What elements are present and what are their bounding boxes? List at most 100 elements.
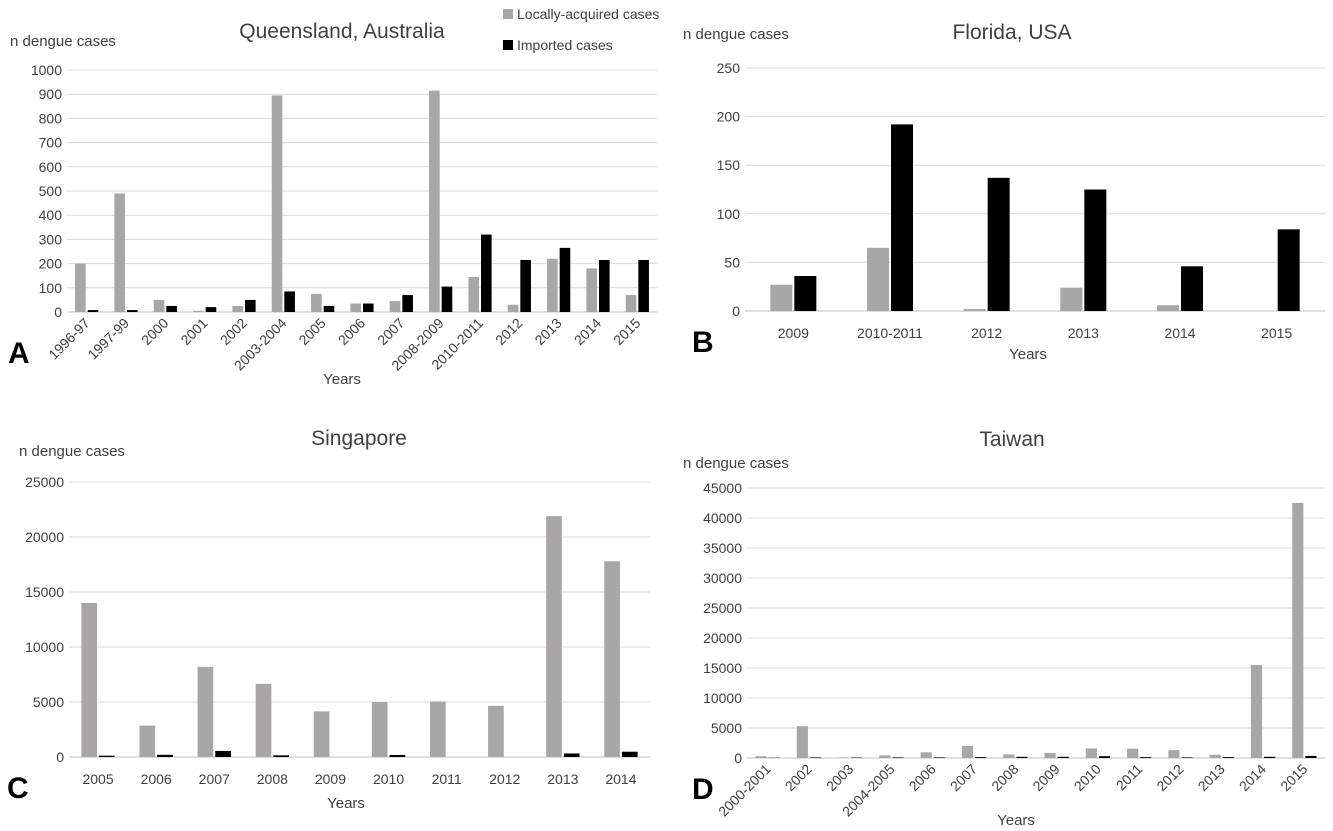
bar-locally-acquired: [1044, 752, 1056, 758]
y-tick-label: 0: [56, 749, 64, 765]
x-tick-label: 2012: [492, 315, 525, 348]
y-tick-label: 45000: [703, 480, 742, 496]
bar-locally-acquired: [1292, 503, 1304, 758]
y-tick-label: 40000: [703, 510, 742, 526]
x-tick-label: 2006: [141, 771, 172, 787]
legend: Locally-acquired cases Imported cases: [503, 6, 659, 53]
y-tick-label: 20000: [25, 529, 64, 545]
x-tick-label: 2015: [1277, 761, 1310, 794]
bar-locally-acquired: [547, 258, 558, 312]
x-tick-label: 2003: [823, 761, 856, 794]
x-tick-label: 2000: [138, 315, 171, 348]
chart-title: Singapore: [311, 427, 407, 450]
y-axis-label: n dengue cases: [19, 443, 125, 460]
bar-locally-acquired: [429, 90, 440, 312]
bar-locally-acquired: [488, 705, 504, 757]
bar-locally-acquired: [961, 746, 974, 758]
bar-locally-acquired: [153, 299, 165, 312]
bar-locally-acquired: [75, 263, 86, 312]
y-tick-label: 35000: [703, 540, 742, 556]
legend-label: Imported cases: [517, 37, 613, 53]
x-tick-label: 2001: [177, 315, 210, 348]
bar-locally-acquired: [1127, 748, 1139, 758]
bar-locally-acquired: [963, 309, 986, 311]
bar-locally-acquired: [311, 293, 322, 312]
bar-locally-acquired: [1209, 754, 1221, 758]
panel-label: D: [692, 773, 714, 806]
x-tick-label: 2010: [373, 771, 404, 787]
x-tick-label: 2014: [571, 315, 604, 348]
y-tick-label: 20000: [703, 630, 742, 646]
bar-imported: [245, 299, 256, 312]
y-axis-label: n dengue cases: [683, 455, 789, 472]
x-tick-label: 2012: [489, 771, 520, 787]
y-tick-label: 50: [724, 254, 740, 270]
y-tick-label: 30000: [703, 570, 742, 586]
x-axis-label: Years: [1009, 346, 1047, 363]
y-tick-label: 900: [39, 86, 63, 102]
y-tick-label: 10000: [703, 690, 742, 706]
x-tick-label: 2013: [547, 771, 578, 787]
bar-imported: [559, 247, 571, 312]
x-tick-label: 2013: [531, 315, 564, 348]
bar-locally-acquired: [796, 726, 808, 758]
bar-imported: [599, 259, 610, 312]
y-tick-label: 200: [717, 109, 741, 125]
chart-panel-c: 0 5000 10000 15000 20000 25000 2005 2006 2007 200…: [7, 427, 650, 812]
y-tick-label: 10000: [25, 639, 64, 655]
bar-imported: [1264, 756, 1276, 758]
bar-imported: [975, 757, 987, 758]
bar-locally-acquired: [1168, 750, 1180, 758]
bar-locally-acquired: [429, 701, 446, 757]
y-tick-label: 800: [39, 110, 63, 126]
bar-locally-acquired: [770, 284, 793, 311]
bar-imported: [892, 757, 904, 758]
y-tick-label: 300: [39, 231, 63, 247]
y-axis-label: n dengue cases: [683, 26, 789, 43]
x-tick-label: 2007: [947, 761, 980, 794]
bar-locally-acquired: [1003, 754, 1015, 758]
y-tick-label: 25000: [703, 600, 742, 616]
x-tick-label: 2012: [971, 325, 1002, 341]
panel-label: B: [692, 326, 714, 359]
bar-imported: [1277, 229, 1300, 311]
bar-imported: [1098, 756, 1111, 758]
x-tick-label: 2007: [199, 771, 230, 787]
bar-imported: [284, 291, 295, 312]
bar-locally-acquired: [313, 711, 330, 757]
y-tick-label: 5000: [711, 720, 742, 736]
bar-locally-acquired: [255, 683, 272, 757]
y-tick-label: 5000: [33, 694, 64, 710]
x-tick-label: 2005: [295, 315, 328, 348]
bar-locally-acquired: [81, 603, 98, 757]
y-tick-label: 500: [39, 183, 63, 199]
bar-imported: [621, 751, 638, 757]
bar-locally-acquired: [389, 301, 401, 312]
x-tick-label: 2008: [988, 761, 1021, 794]
x-tick-label: 2007: [374, 315, 407, 348]
bar-imported: [87, 310, 99, 312]
bar-locally-acquired: [879, 755, 891, 758]
chart-title: Queensland, Australia: [239, 20, 445, 43]
x-tick-label: 2006: [335, 315, 368, 348]
y-tick-label: 250: [717, 60, 741, 76]
bar-imported: [215, 750, 231, 757]
x-tick-label: 2015: [1261, 325, 1292, 341]
bar-imported: [273, 755, 290, 757]
y-tick-label: 400: [39, 207, 63, 223]
chart-panel-a: 0 100 200 300 400 500 600 700 800 900 1000 1996-971…: [8, 6, 659, 388]
chart-panel-d: 0 5000 10000 15000 20000 25000 30000 35000 40000…: [683, 428, 1325, 829]
bar-locally-acquired: [867, 247, 889, 311]
x-tick-label: 2010: [1071, 761, 1104, 794]
legend-swatch-local: [503, 9, 513, 19]
bar-locally-acquired: [371, 702, 388, 757]
bar-locally-acquired: [139, 725, 156, 757]
bar-locally-acquired: [1157, 305, 1179, 311]
bar-imported: [1181, 757, 1193, 758]
x-tick-label: 2005: [82, 771, 113, 787]
chart-title: Taiwan: [979, 428, 1044, 451]
bar-locally-acquired: [114, 193, 125, 312]
y-tick-label: 100: [39, 280, 63, 296]
y-axis-label: n dengue cases: [10, 33, 116, 50]
